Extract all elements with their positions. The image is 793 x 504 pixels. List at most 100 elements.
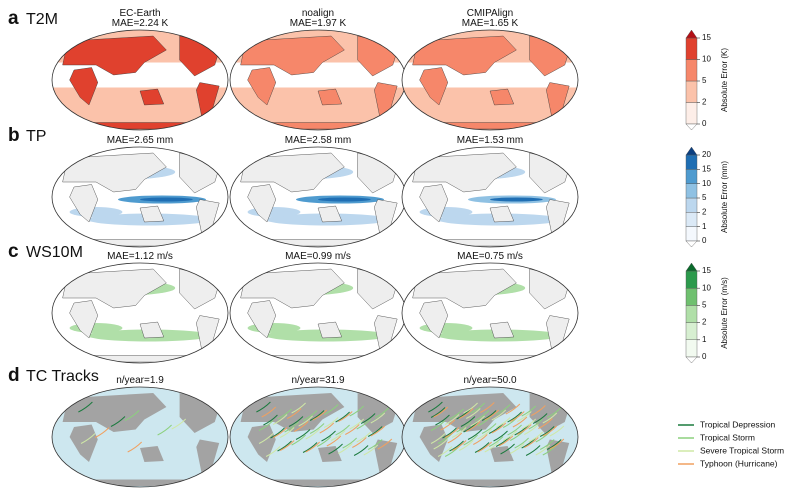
tc-track [302,410,318,421]
land [69,122,211,130]
colorbar-bin [685,102,698,125]
tc-track [467,429,483,440]
tc-track [505,403,521,415]
tc-track [430,420,446,431]
map-border [401,146,579,248]
colorbar-extend-low [685,356,698,364]
tc-track [449,408,464,420]
legend-label: Tropical Storm [700,432,755,442]
tc-track [532,413,548,424]
tc-track [261,406,277,418]
land [419,239,561,247]
map-border [51,386,229,488]
tc-track [528,418,544,430]
tc-track [342,437,357,449]
land [419,67,449,106]
tc-track [538,418,553,429]
tc-track [493,430,508,442]
tc-track [480,402,495,413]
panel-metric: MAE=2.58 mm [285,135,351,146]
itcz-core [318,197,371,202]
tc-track [466,421,481,432]
land [489,88,515,106]
tc-track [335,411,350,423]
land [419,300,449,339]
land [247,184,277,223]
map [402,263,578,363]
map-border [401,29,579,131]
land [196,439,220,473]
colorbar-bin [685,59,698,82]
row-title: WS10M [26,244,83,261]
colorbar-tick-label: 1 [702,222,707,231]
land [69,67,99,106]
panel-letter: a [8,8,19,29]
map-border [401,262,579,364]
tc-track [484,409,500,421]
tc-track [435,414,450,426]
tc-track [542,425,558,437]
colorbar-tick-label: 10 [702,55,711,64]
map [402,147,578,247]
tc-track [463,434,478,446]
tc-track [279,440,295,451]
tc-track [94,427,110,438]
land [419,355,561,363]
tc-track [463,402,478,414]
colorbar-tick-label: 5 [702,301,707,310]
tc-track [488,436,504,447]
tc-track [291,402,306,414]
colorbar-label: Absolute Error (mm) [720,161,729,233]
tc-track [437,446,453,457]
tc-track [284,421,299,433]
tc-track [377,438,393,450]
panel-metric: n/year=1.9 [116,375,164,386]
tc-track [433,438,449,450]
tc-track [277,440,292,452]
tc-track [470,402,485,414]
tc-track [277,408,292,420]
map [230,147,406,247]
land [69,479,211,486]
panel-title: CMIPAlign [467,8,514,19]
tc-track [328,443,343,455]
colorbar-bin [685,339,698,358]
tc-track [507,411,522,423]
panel-metric: MAE=0.99 m/s [285,251,351,262]
map-border [51,146,229,248]
tc-track [349,405,365,417]
panel-metric: MAE=1.53 mm [457,135,523,146]
tc-track [430,407,446,418]
row-title: TC Tracks [26,368,99,385]
colorbar-tick-label: 5 [702,76,707,85]
colorbar-tick-label: 15 [702,164,711,173]
colorbar-extend [685,262,698,272]
land [412,268,517,309]
tc-track [279,427,295,438]
tc-track [444,414,460,425]
land [69,184,99,223]
land [240,152,345,193]
land [412,35,517,76]
map [52,30,228,130]
land [247,424,276,462]
map [230,30,406,130]
row-title: T2M [26,11,58,28]
tc-track [449,440,464,452]
tc-track [305,441,321,453]
tc-track [286,408,302,419]
tc-track [330,430,346,441]
tc-track [451,440,467,451]
panel-title: noalign [302,8,334,19]
itcz-core [490,197,543,202]
colorbar-bin [685,169,698,184]
tc-track [549,425,565,437]
tc-track [510,443,525,454]
tc-track [507,424,522,436]
panel-letter: c [8,241,19,262]
map [230,387,406,487]
panel-metric: MAE=1.97 K [290,18,347,29]
map [52,387,228,487]
colorbar-bin [685,80,698,103]
